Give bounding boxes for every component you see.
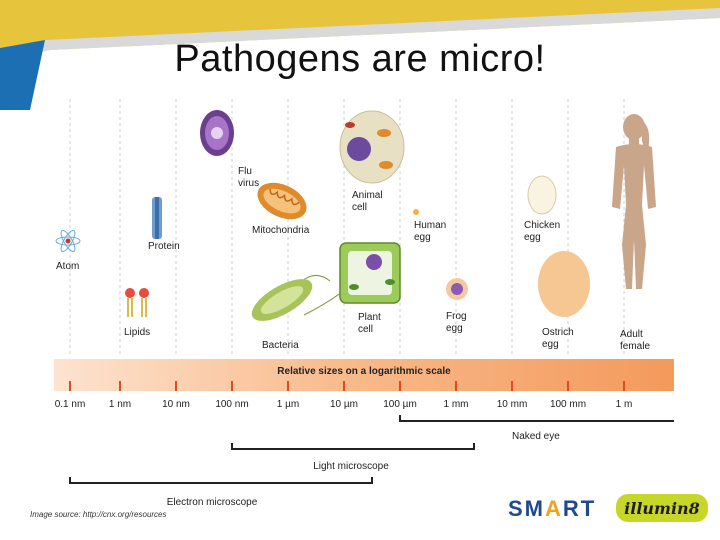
chicken-egg-label-2: egg [524,232,541,243]
ostrich-egg-label-1: Ostrich [542,327,574,338]
tick-label: 0.1 nm [55,399,86,410]
atom-icon [55,229,81,253]
illumin8-logo: illumin8 [616,494,708,522]
tick-label: 10 nm [162,399,190,410]
tick-label: 1 mm [444,399,469,410]
chicken-egg-label-1: Chicken [524,220,560,231]
image-source-caption: Image source: http://cnx.org/resources [30,510,167,519]
light-microscope-label: Light microscope [313,461,389,472]
naked-eye-bracket [399,415,674,422]
scale-bar [54,359,674,391]
frog-egg-label-1: Frog [446,311,467,322]
scale-title: Relative sizes on a logarithmic scale [277,366,451,377]
protein-label: Protein [148,241,180,252]
human-egg-label-1: Human [414,220,446,231]
mitochondria-label: Mitochondria [252,225,310,236]
lipids-label: Lipids [124,327,150,338]
blue-corner-shape [0,40,45,110]
illumin8-logo-text: illumin8 [624,499,700,518]
tick-label: 100 nm [215,399,248,410]
atom-label: Atom [56,261,79,272]
tick-label: 100 µm [383,399,417,410]
electron-microscope-bracket [69,477,373,484]
scale-tick-labels: 0.1 nm 1 nm 10 nm 100 nm 1 µm 10 µm 100 … [55,399,633,410]
page-title: Pathogens are micro! [174,38,546,80]
plant-cell-label-1: Plant [358,312,381,323]
size-scale-figure: Atom Protein Lipids Flu virus Mitochondr… [54,99,674,508]
animal-cell-label-1: Animal [352,190,383,201]
bacteria-icon [251,264,375,321]
tick-label: 100 mm [550,399,586,410]
chicken-egg-icon [527,175,557,215]
flu-virus-icon [200,110,234,156]
ostrich-egg-label-2: egg [542,339,559,350]
protein-icon [152,197,162,239]
tick-label: 10 µm [330,399,358,410]
lipids-icon [125,288,149,317]
ostrich-egg-icon [538,251,590,317]
tick-label: 1 m [616,399,633,410]
logo-area: SMART illumin8 [508,488,708,528]
human-egg-icon [413,209,419,215]
tick-label: 10 mm [497,399,528,410]
smart-logo-text-3: RT [562,496,597,521]
mitochondria-icon [257,182,307,220]
animal-cell-label-2: cell [352,202,367,213]
naked-eye-label: Naked eye [512,431,560,442]
adult-female-label-1: Adult [620,329,643,340]
scale-tick-marks [69,381,625,391]
tick-label: 1 µm [277,399,299,410]
bacteria-label: Bacteria [262,340,299,351]
tick-label: 1 nm [109,399,131,410]
flu-virus-label-1: Flu [238,166,252,177]
smart-logo-text-2: A [545,496,563,521]
frog-egg-label-2: egg [446,323,463,334]
smart-logo-text-1: SM [508,496,545,521]
frog-egg-icon [446,278,468,300]
animal-cell-icon [339,110,405,184]
plant-cell-label-2: cell [358,324,373,335]
header-decoration [0,0,720,110]
electron-microscope-label: Electron microscope [167,497,258,508]
adult-female-label-2: female [620,341,650,352]
flu-virus-label-2: virus [238,178,259,189]
human-egg-label-2: egg [414,232,431,243]
adult-female-icon [612,114,656,289]
smart-logo: SMART [508,496,596,522]
plant-cell-icon [339,242,401,304]
light-microscope-bracket [231,443,475,450]
gray-band-shape [0,8,720,60]
